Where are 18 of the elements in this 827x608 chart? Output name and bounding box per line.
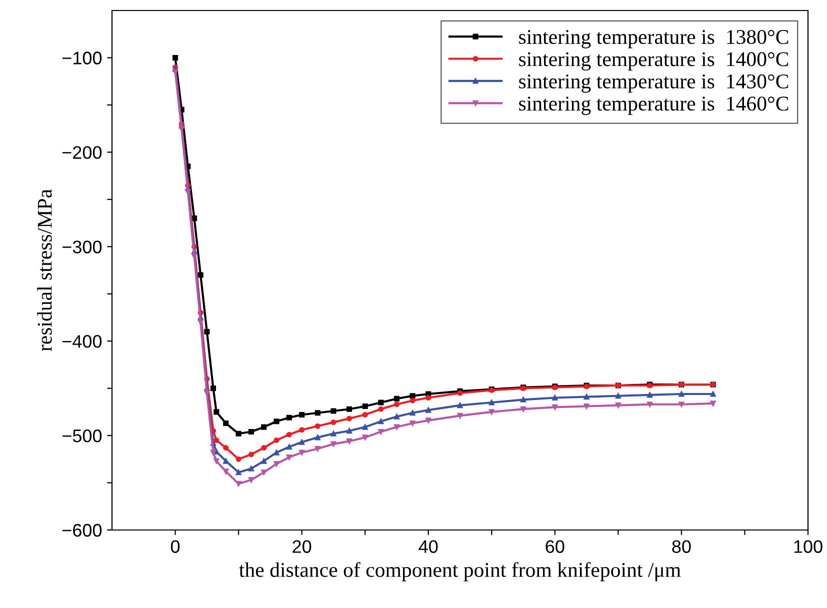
y-tick-label: −400 <box>62 335 102 348</box>
x-axis-title: the distance of component point from knifepoint /μm <box>239 562 681 582</box>
x-tick-label: 100 <box>794 540 822 553</box>
y-tick-label: −100 <box>62 52 102 64</box>
y-tick-label: −500 <box>62 429 102 442</box>
y-tick-label: −300 <box>62 240 102 254</box>
y-axis-title: residual stress/MPa <box>37 189 52 352</box>
legend-label: sintering temperature is 1430°C <box>519 74 788 93</box>
x-tick-label: 60 <box>546 540 564 553</box>
x-tick-label: 40 <box>418 540 438 553</box>
y-tick-label: −600 <box>62 524 102 537</box>
y-tick-label: −200 <box>62 146 102 159</box>
x-tick-label: 80 <box>672 540 691 553</box>
legend-label: sintering temperature is 1380°C <box>519 30 788 48</box>
legend-label: sintering temperature is 1400°C <box>519 52 788 71</box>
legend-label: sintering temperature is 1460°C <box>519 96 788 115</box>
x-tick-label: 0 <box>170 540 180 553</box>
x-tick-label: 20 <box>292 540 312 553</box>
